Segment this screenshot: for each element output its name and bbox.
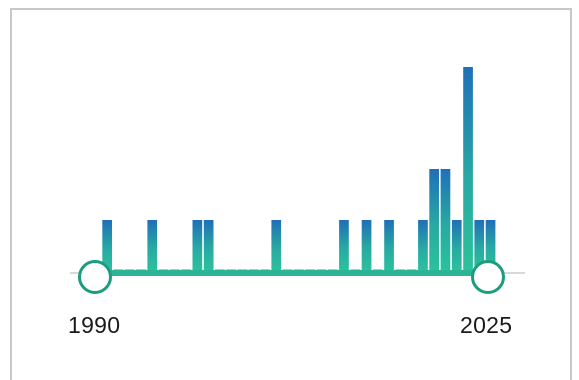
year-histogram [91, 67, 496, 271]
histogram-bar-2014 [361, 220, 372, 271]
histogram-bar-2025 [485, 220, 496, 271]
histogram-bar-2012 [339, 220, 349, 271]
range-end-handle[interactable] [471, 260, 505, 294]
histogram-bar-1991 [102, 220, 112, 271]
histogram-bar-2019 [418, 220, 428, 271]
year-filter-panel [10, 8, 572, 380]
histogram-bar-2000 [203, 220, 214, 271]
histogram-bar-2021 [440, 169, 451, 271]
slider-selected-range[interactable] [95, 270, 488, 276]
histogram-bar-2024 [474, 220, 485, 271]
histogram-bar-1995 [147, 220, 158, 271]
histogram-bar-1999 [192, 220, 203, 271]
histogram-bar-2022 [451, 220, 462, 271]
range-start-label: 1990 [68, 312, 121, 338]
histogram-bar-2020 [429, 169, 439, 271]
range-end-label: 2025 [460, 312, 513, 338]
histogram-bar-2023 [463, 67, 473, 271]
histogram-bar-2006 [271, 220, 282, 271]
histogram-bar-2016 [384, 220, 394, 271]
range-start-handle[interactable] [78, 260, 112, 294]
